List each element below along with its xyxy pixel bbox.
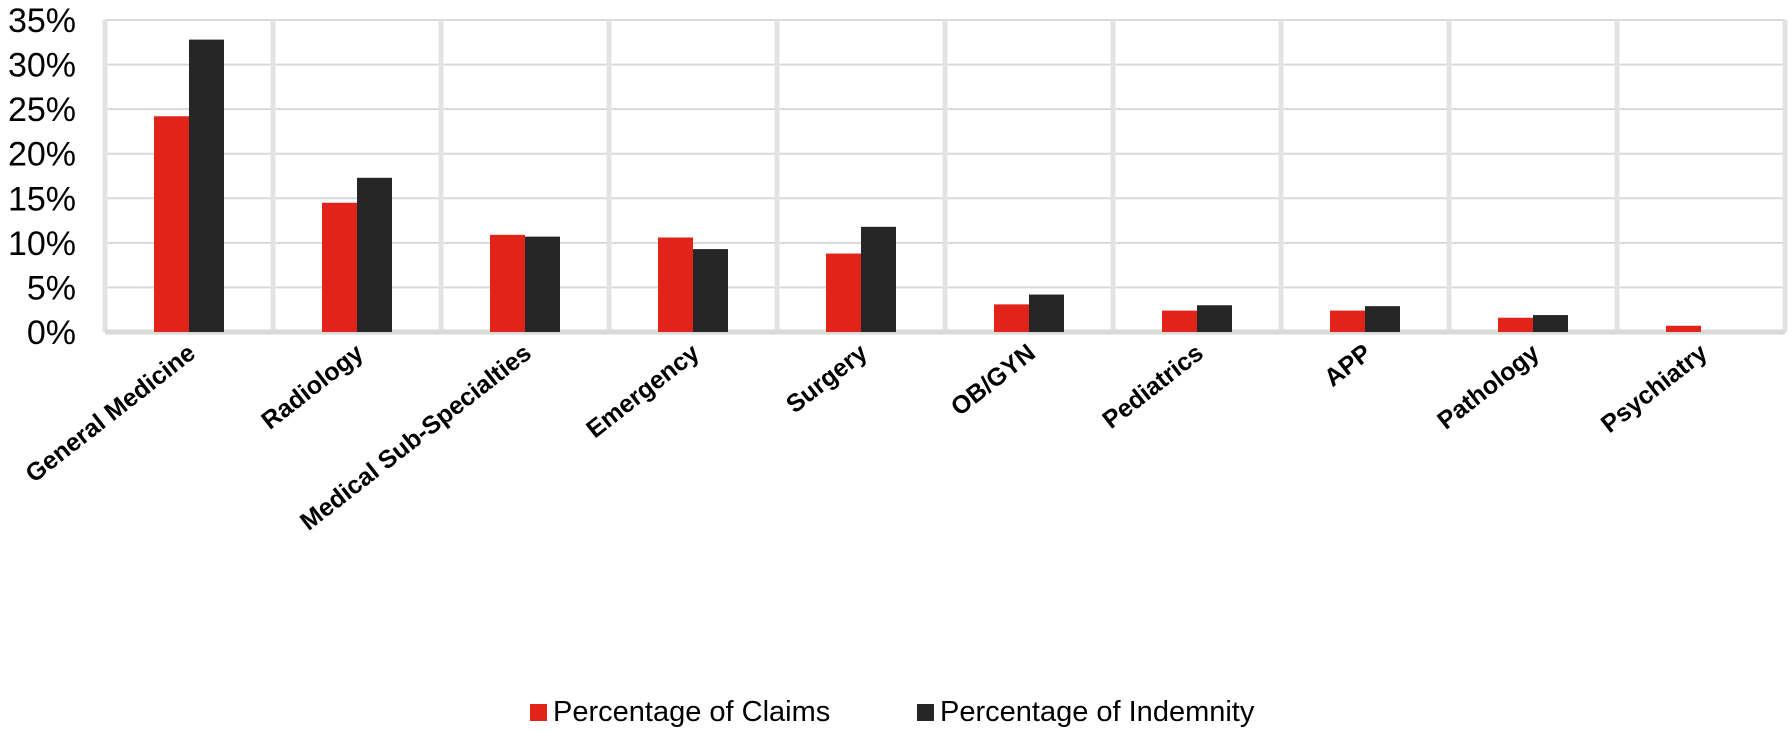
- bar-indemnity: [861, 226, 896, 332]
- bar-indemnity: [357, 177, 392, 332]
- y-tick-label: 10%: [8, 225, 76, 263]
- legend-label: Percentage of Claims: [553, 696, 830, 728]
- bar-claims: [1162, 310, 1197, 332]
- legend-swatch: [917, 704, 934, 721]
- bar-indemnity: [525, 236, 560, 332]
- x-tick-label: Radiology: [256, 339, 369, 436]
- y-tick-label: 20%: [8, 136, 76, 174]
- bar-claims: [1330, 310, 1365, 332]
- bars: [154, 39, 1701, 333]
- x-tick-label: Emergency: [581, 339, 705, 444]
- x-tick-label: Psychiatry: [1596, 339, 1713, 439]
- bar-claims: [658, 237, 693, 332]
- bar-indemnity: [189, 39, 224, 333]
- bar-claims: [826, 253, 861, 332]
- y-tick-label: 5%: [27, 269, 76, 307]
- x-tick-label: General Medicine: [20, 339, 200, 489]
- y-tick-label: 15%: [8, 180, 76, 218]
- y-tick-label: 35%: [8, 2, 76, 40]
- y-axis-ticks: 0% 5% 10% 15% 20% 25% 30% 35%: [8, 2, 76, 352]
- legend-item-claims: Percentage of Claims: [530, 696, 830, 728]
- bar-claims: [1666, 325, 1701, 332]
- legend-swatch: [530, 704, 547, 721]
- y-tick-label: 0%: [27, 314, 76, 352]
- y-tick-label: 30%: [8, 47, 76, 85]
- x-tick-label: Surgery: [781, 339, 873, 419]
- bar-indemnity: [1365, 306, 1400, 332]
- legend: Percentage of Claims Percentage of Indemn…: [530, 696, 1255, 728]
- bar-claims: [1498, 317, 1533, 332]
- bar-claims: [154, 116, 189, 332]
- legend-item-indemnity: Percentage of Indemnity: [917, 696, 1255, 728]
- bar-claims: [490, 234, 525, 332]
- bar-indemnity: [1197, 305, 1232, 332]
- x-tick-label: Pathology: [1432, 339, 1545, 436]
- x-tick-label: APP: [1319, 339, 1377, 393]
- x-tick-label: OB/GYN: [946, 339, 1041, 422]
- y-tick-label: 25%: [8, 91, 76, 129]
- bar-claims: [322, 202, 357, 332]
- legend-label: Percentage of Indemnity: [940, 696, 1255, 728]
- x-tick-label: Pediatrics: [1097, 339, 1208, 435]
- bar-claims: [994, 304, 1029, 332]
- bar-indemnity: [1029, 294, 1064, 332]
- bar-indemnity: [693, 249, 728, 332]
- bar-indemnity: [1533, 315, 1568, 332]
